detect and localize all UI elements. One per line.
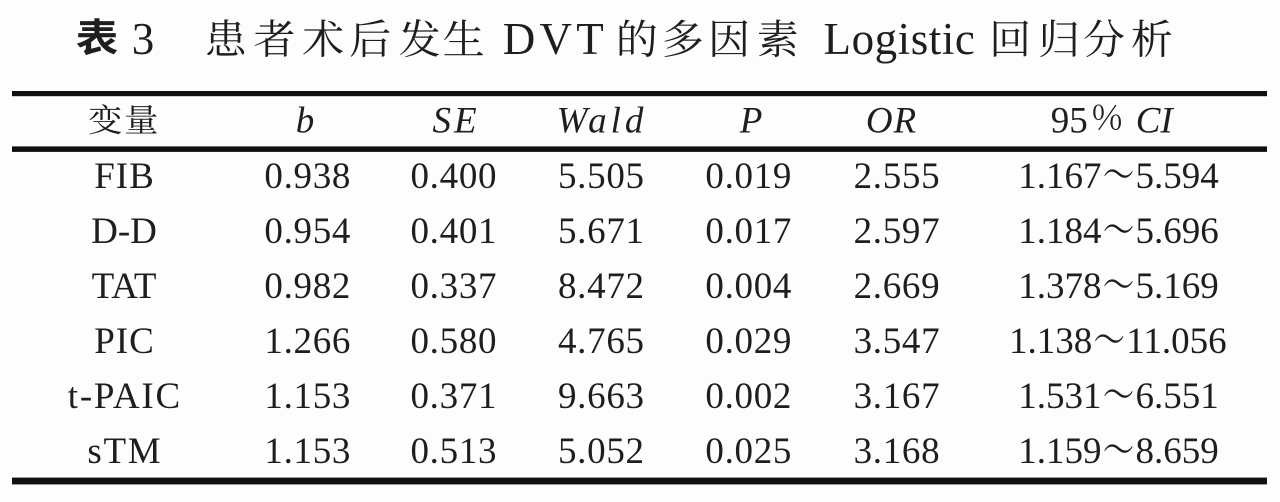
- svg-text:5.505: 5.505: [558, 156, 645, 197]
- svg-text:1.266: 1.266: [264, 321, 351, 362]
- svg-text:0.371: 0.371: [410, 376, 497, 417]
- svg-text:5.169: 5.169: [1136, 266, 1219, 307]
- svg-text:TAT: TAT: [92, 266, 157, 307]
- svg-text:0.025: 0.025: [705, 431, 792, 472]
- svg-text:PIC: PIC: [94, 321, 155, 362]
- svg-text:0.954: 0.954: [264, 211, 351, 252]
- svg-text:0.337: 0.337: [410, 266, 497, 307]
- svg-text:2.669: 2.669: [854, 266, 941, 307]
- svg-text:1.153: 1.153: [264, 431, 351, 472]
- svg-text:11.056: 11.056: [1126, 321, 1226, 362]
- svg-text:D-D: D-D: [91, 211, 157, 252]
- svg-text:b: b: [296, 101, 315, 142]
- svg-text:3.167: 3.167: [854, 376, 941, 417]
- svg-text:CI: CI: [1136, 101, 1175, 142]
- svg-text:5.052: 5.052: [558, 431, 645, 472]
- svg-text:0.017: 0.017: [705, 211, 792, 252]
- svg-text:DVT: DVT: [503, 14, 608, 64]
- svg-text:6.551: 6.551: [1136, 376, 1219, 417]
- svg-text:0.019: 0.019: [705, 156, 792, 197]
- svg-text:0.004: 0.004: [705, 266, 792, 307]
- svg-text:0.400: 0.400: [410, 156, 497, 197]
- svg-text:0.513: 0.513: [410, 431, 497, 472]
- svg-text:0.982: 0.982: [264, 266, 351, 307]
- svg-text:1.378: 1.378: [1018, 266, 1101, 307]
- svg-text:Logistic: Logistic: [824, 14, 976, 64]
- svg-text:1.167: 1.167: [1018, 156, 1101, 197]
- svg-text:3.547: 3.547: [854, 321, 941, 362]
- svg-text:1.138: 1.138: [1009, 321, 1092, 362]
- svg-text:8.472: 8.472: [558, 266, 645, 307]
- svg-text:0.938: 0.938: [264, 156, 351, 197]
- svg-text:0.002: 0.002: [705, 376, 792, 417]
- svg-text:5.671: 5.671: [558, 211, 645, 252]
- svg-text:t-PAIC: t-PAIC: [68, 376, 182, 417]
- svg-text:P: P: [739, 101, 763, 142]
- svg-text:3: 3: [132, 14, 155, 64]
- svg-text:0.401: 0.401: [410, 211, 497, 252]
- svg-text:3.168: 3.168: [854, 431, 941, 472]
- svg-text:5.594: 5.594: [1136, 156, 1219, 197]
- svg-text:0.029: 0.029: [705, 321, 792, 362]
- svg-text:1.153: 1.153: [264, 376, 351, 417]
- svg-text:1.159: 1.159: [1018, 431, 1101, 472]
- svg-text:4.765: 4.765: [558, 321, 645, 362]
- svg-text:5.696: 5.696: [1136, 211, 1219, 252]
- svg-text:0.580: 0.580: [410, 321, 497, 362]
- svg-text:SE: SE: [433, 101, 480, 142]
- svg-text:2.597: 2.597: [854, 211, 941, 252]
- svg-text:2.555: 2.555: [854, 156, 941, 197]
- svg-text:sTM: sTM: [87, 431, 162, 472]
- svg-text:9.663: 9.663: [558, 376, 645, 417]
- svg-text:95: 95: [1051, 101, 1088, 142]
- svg-text:Wald: Wald: [557, 101, 648, 142]
- svg-text:FIB: FIB: [94, 156, 155, 197]
- svg-text:1.531: 1.531: [1018, 376, 1101, 417]
- svg-text:1.184: 1.184: [1018, 211, 1101, 252]
- svg-text:8.659: 8.659: [1136, 431, 1219, 472]
- svg-text:OR: OR: [866, 101, 917, 142]
